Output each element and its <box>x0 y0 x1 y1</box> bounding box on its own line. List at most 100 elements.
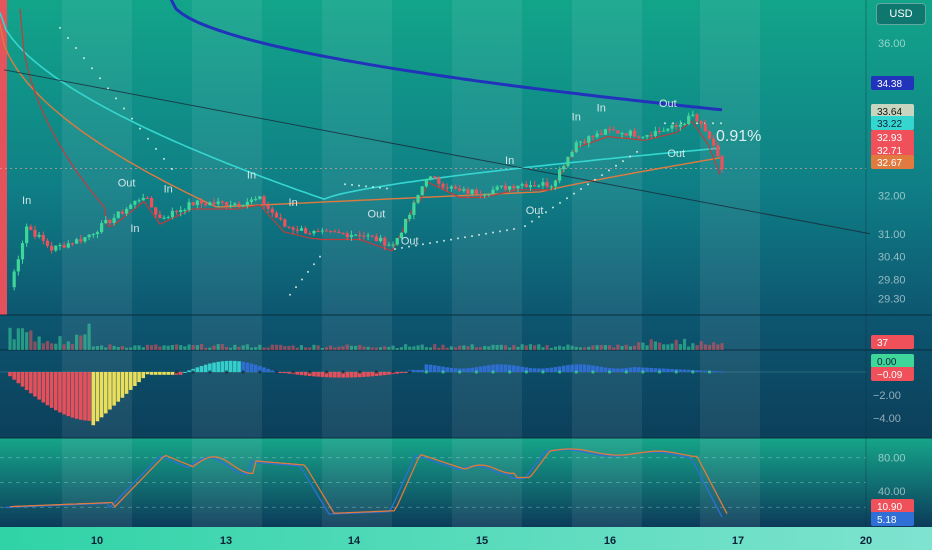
volume-bar <box>516 346 520 350</box>
volume-bar <box>241 345 245 350</box>
volume-bar <box>603 345 608 350</box>
volume-bar <box>483 345 487 350</box>
volume-bar <box>249 347 254 350</box>
volume-bar <box>391 345 395 350</box>
sar-dot <box>155 147 157 150</box>
price-badge-text: 33.22 <box>877 119 902 130</box>
momentum-bar <box>241 361 245 372</box>
momentum-bar <box>349 372 354 378</box>
volume-bar <box>208 347 212 350</box>
volume-bar <box>258 344 262 350</box>
candle-body <box>491 189 495 195</box>
momentum-badge: 0.00 <box>871 354 914 368</box>
momentum-bar <box>341 372 345 378</box>
signal-label: In <box>164 184 173 196</box>
volume-bar <box>337 346 341 350</box>
momentum-bar <box>353 372 358 378</box>
momentum-dot <box>558 370 562 374</box>
candle-body <box>645 135 649 137</box>
sar-dot <box>365 185 367 188</box>
volume-bar <box>287 345 291 350</box>
volume-bar <box>541 347 545 350</box>
candle-body <box>370 235 374 237</box>
candle-body <box>254 199 258 201</box>
candle-body <box>50 245 54 251</box>
price-badge-text: 10.90 <box>877 502 902 513</box>
volume-bar <box>20 328 25 350</box>
candle-body <box>599 133 603 135</box>
candle-body <box>478 194 483 196</box>
candle-body <box>149 198 154 208</box>
momentum-bar <box>41 372 46 403</box>
stochastic-background <box>0 438 932 527</box>
time-tick-label: 16 <box>604 535 616 547</box>
momentum-bar <box>170 372 175 375</box>
sar-dot <box>513 228 515 231</box>
candle-body <box>353 234 358 236</box>
price-badge-text: 32.67 <box>877 158 902 169</box>
price-badge-bg <box>871 512 914 526</box>
sar-dot <box>538 215 540 218</box>
momentum-bar <box>457 368 462 372</box>
volume-bar <box>712 342 716 350</box>
sar-dot <box>506 229 508 232</box>
price-badge-text: 32.93 <box>877 133 902 144</box>
volume-bar <box>141 347 145 350</box>
candle-body <box>116 211 120 218</box>
candle-body <box>391 244 395 246</box>
momentum-bar <box>491 364 495 372</box>
momentum-bar <box>686 369 691 372</box>
momentum-dot <box>707 370 712 374</box>
momentum-dot <box>541 370 545 374</box>
momentum-bar <box>541 368 545 372</box>
volume-bar <box>662 344 666 350</box>
candle-body <box>558 169 562 181</box>
volume-bar <box>612 347 616 350</box>
volume-bar <box>549 347 553 350</box>
price-badge-bg <box>871 367 914 381</box>
candle-body <box>620 133 624 135</box>
volume-bar <box>270 344 274 350</box>
candle-body <box>191 202 195 206</box>
volume-bar <box>54 343 58 350</box>
momentum-bar <box>574 364 579 372</box>
candle-body <box>137 200 141 202</box>
volume-bar <box>108 344 112 350</box>
sar-dot <box>408 245 410 248</box>
candle-body <box>283 219 287 227</box>
momentum-bar <box>162 372 166 375</box>
candle-body <box>25 226 29 244</box>
momentum-bar <box>591 365 595 372</box>
sar-dot <box>107 87 109 90</box>
price-tick-label: 29.30 <box>878 294 906 306</box>
momentum-bar <box>441 366 445 372</box>
momentum-bar <box>487 365 491 372</box>
volume-bar <box>329 345 333 350</box>
momentum-bar <box>178 372 183 375</box>
momentum-bar <box>332 372 337 378</box>
volume-bar <box>645 345 649 350</box>
volume-bar <box>616 344 620 350</box>
candle-body <box>79 239 83 242</box>
volume-bar <box>453 347 458 350</box>
sar-dot <box>457 237 459 240</box>
sar-dot <box>163 157 165 160</box>
candle-body <box>224 202 229 206</box>
momentum-bar <box>720 371 724 373</box>
momentum-bar <box>478 366 483 372</box>
momentum-bar <box>128 372 133 390</box>
momentum-bar <box>666 368 670 372</box>
volume-bar <box>66 341 70 350</box>
volume-bar <box>416 345 420 350</box>
candle-body <box>341 232 345 234</box>
momentum-bar <box>403 372 408 373</box>
candle-body <box>195 200 199 206</box>
candle-body <box>295 229 299 231</box>
volume-bar <box>283 346 287 350</box>
volume-bar <box>304 347 308 350</box>
sar-dot <box>358 184 360 187</box>
currency-button[interactable]: USD <box>876 3 926 25</box>
candle-body <box>299 228 304 231</box>
sar-dot <box>552 206 554 209</box>
